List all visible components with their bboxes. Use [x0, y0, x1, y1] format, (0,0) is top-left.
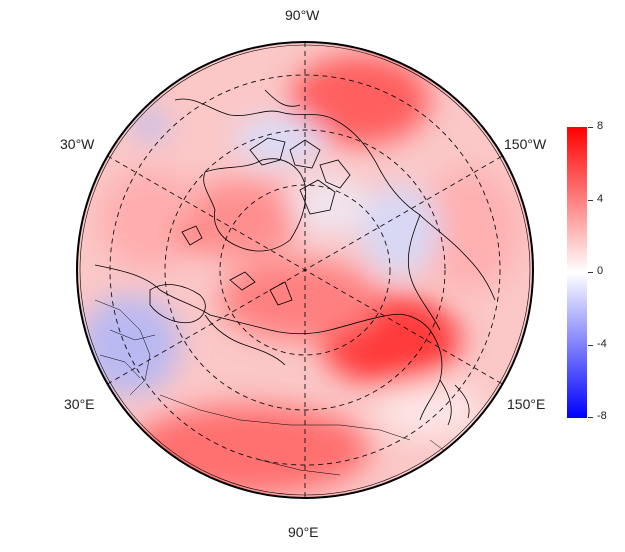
map-frame: [76, 41, 534, 499]
colorbar: [567, 127, 587, 418]
lon-90e-label: 90°E: [288, 524, 319, 540]
lon-30w-label: 30°W: [60, 136, 95, 152]
colorbar-tick-label: 0: [597, 265, 604, 277]
colorbar-tick-label: 4: [597, 193, 604, 205]
colorbar-tick-label: -4: [597, 338, 607, 350]
anomaly-field: [77, 42, 533, 498]
colorbar-tick: [588, 417, 593, 418]
colorbar-tick-label: 8: [597, 120, 604, 132]
colorbar-tick: [588, 127, 593, 128]
lon-150e-label: 150°E: [507, 396, 546, 412]
colorbar-tick: [588, 345, 593, 346]
colorbar-tick: [588, 272, 593, 273]
colorbar-tick: [588, 200, 593, 201]
coastlines: [94, 89, 496, 476]
lon-30e-label: 30°E: [64, 396, 95, 412]
lon-150w-label: 150°W: [504, 136, 547, 152]
colorbar-tick-label: -8: [597, 410, 607, 422]
graticule: [107, 42, 503, 498]
lon-90w-label: 90°W: [285, 7, 320, 23]
